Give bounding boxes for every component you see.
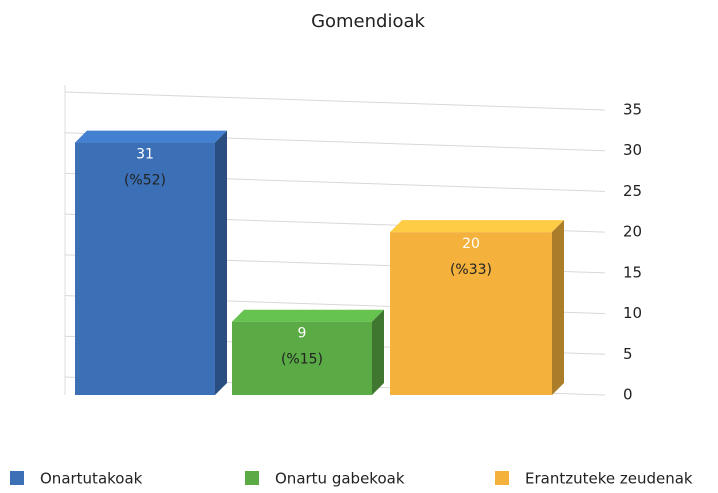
- y-tick-label: 15: [623, 263, 642, 281]
- legend-swatch: [495, 471, 509, 485]
- bar: [75, 142, 215, 395]
- y-tick-label: 35: [623, 101, 642, 119]
- share-label: (%15): [281, 352, 323, 368]
- legend-swatch: [245, 471, 259, 485]
- legend-label: Onartutakoak: [40, 470, 143, 488]
- y-tick-label: 30: [623, 141, 642, 159]
- value-label: 20: [462, 236, 480, 252]
- legend-label: Onartu gabekoak: [275, 470, 405, 488]
- chart-title: Gomendioak: [311, 11, 425, 32]
- share-label: (%33): [450, 262, 492, 278]
- value-label: 31: [136, 147, 154, 163]
- legend-label: Erantzuteke zeudenak: [525, 470, 693, 488]
- value-label: 9: [298, 326, 307, 342]
- bar-side: [215, 130, 227, 396]
- bar-top: [232, 309, 384, 322]
- y-tick-label: 0: [623, 386, 633, 404]
- bar: [232, 321, 372, 395]
- bar-top: [390, 220, 564, 233]
- bar: [390, 232, 552, 395]
- bar-side: [372, 309, 384, 395]
- bar-side: [552, 220, 564, 395]
- legend-swatch: [10, 471, 24, 485]
- y-tick-label: 10: [623, 304, 642, 322]
- y-tick-label: 25: [623, 182, 642, 200]
- y-tick-label: 20: [623, 223, 642, 241]
- bar-top: [75, 130, 227, 143]
- y-tick-label: 5: [623, 345, 633, 363]
- grid-line: [64, 91, 606, 111]
- share-label: (%52): [124, 173, 166, 189]
